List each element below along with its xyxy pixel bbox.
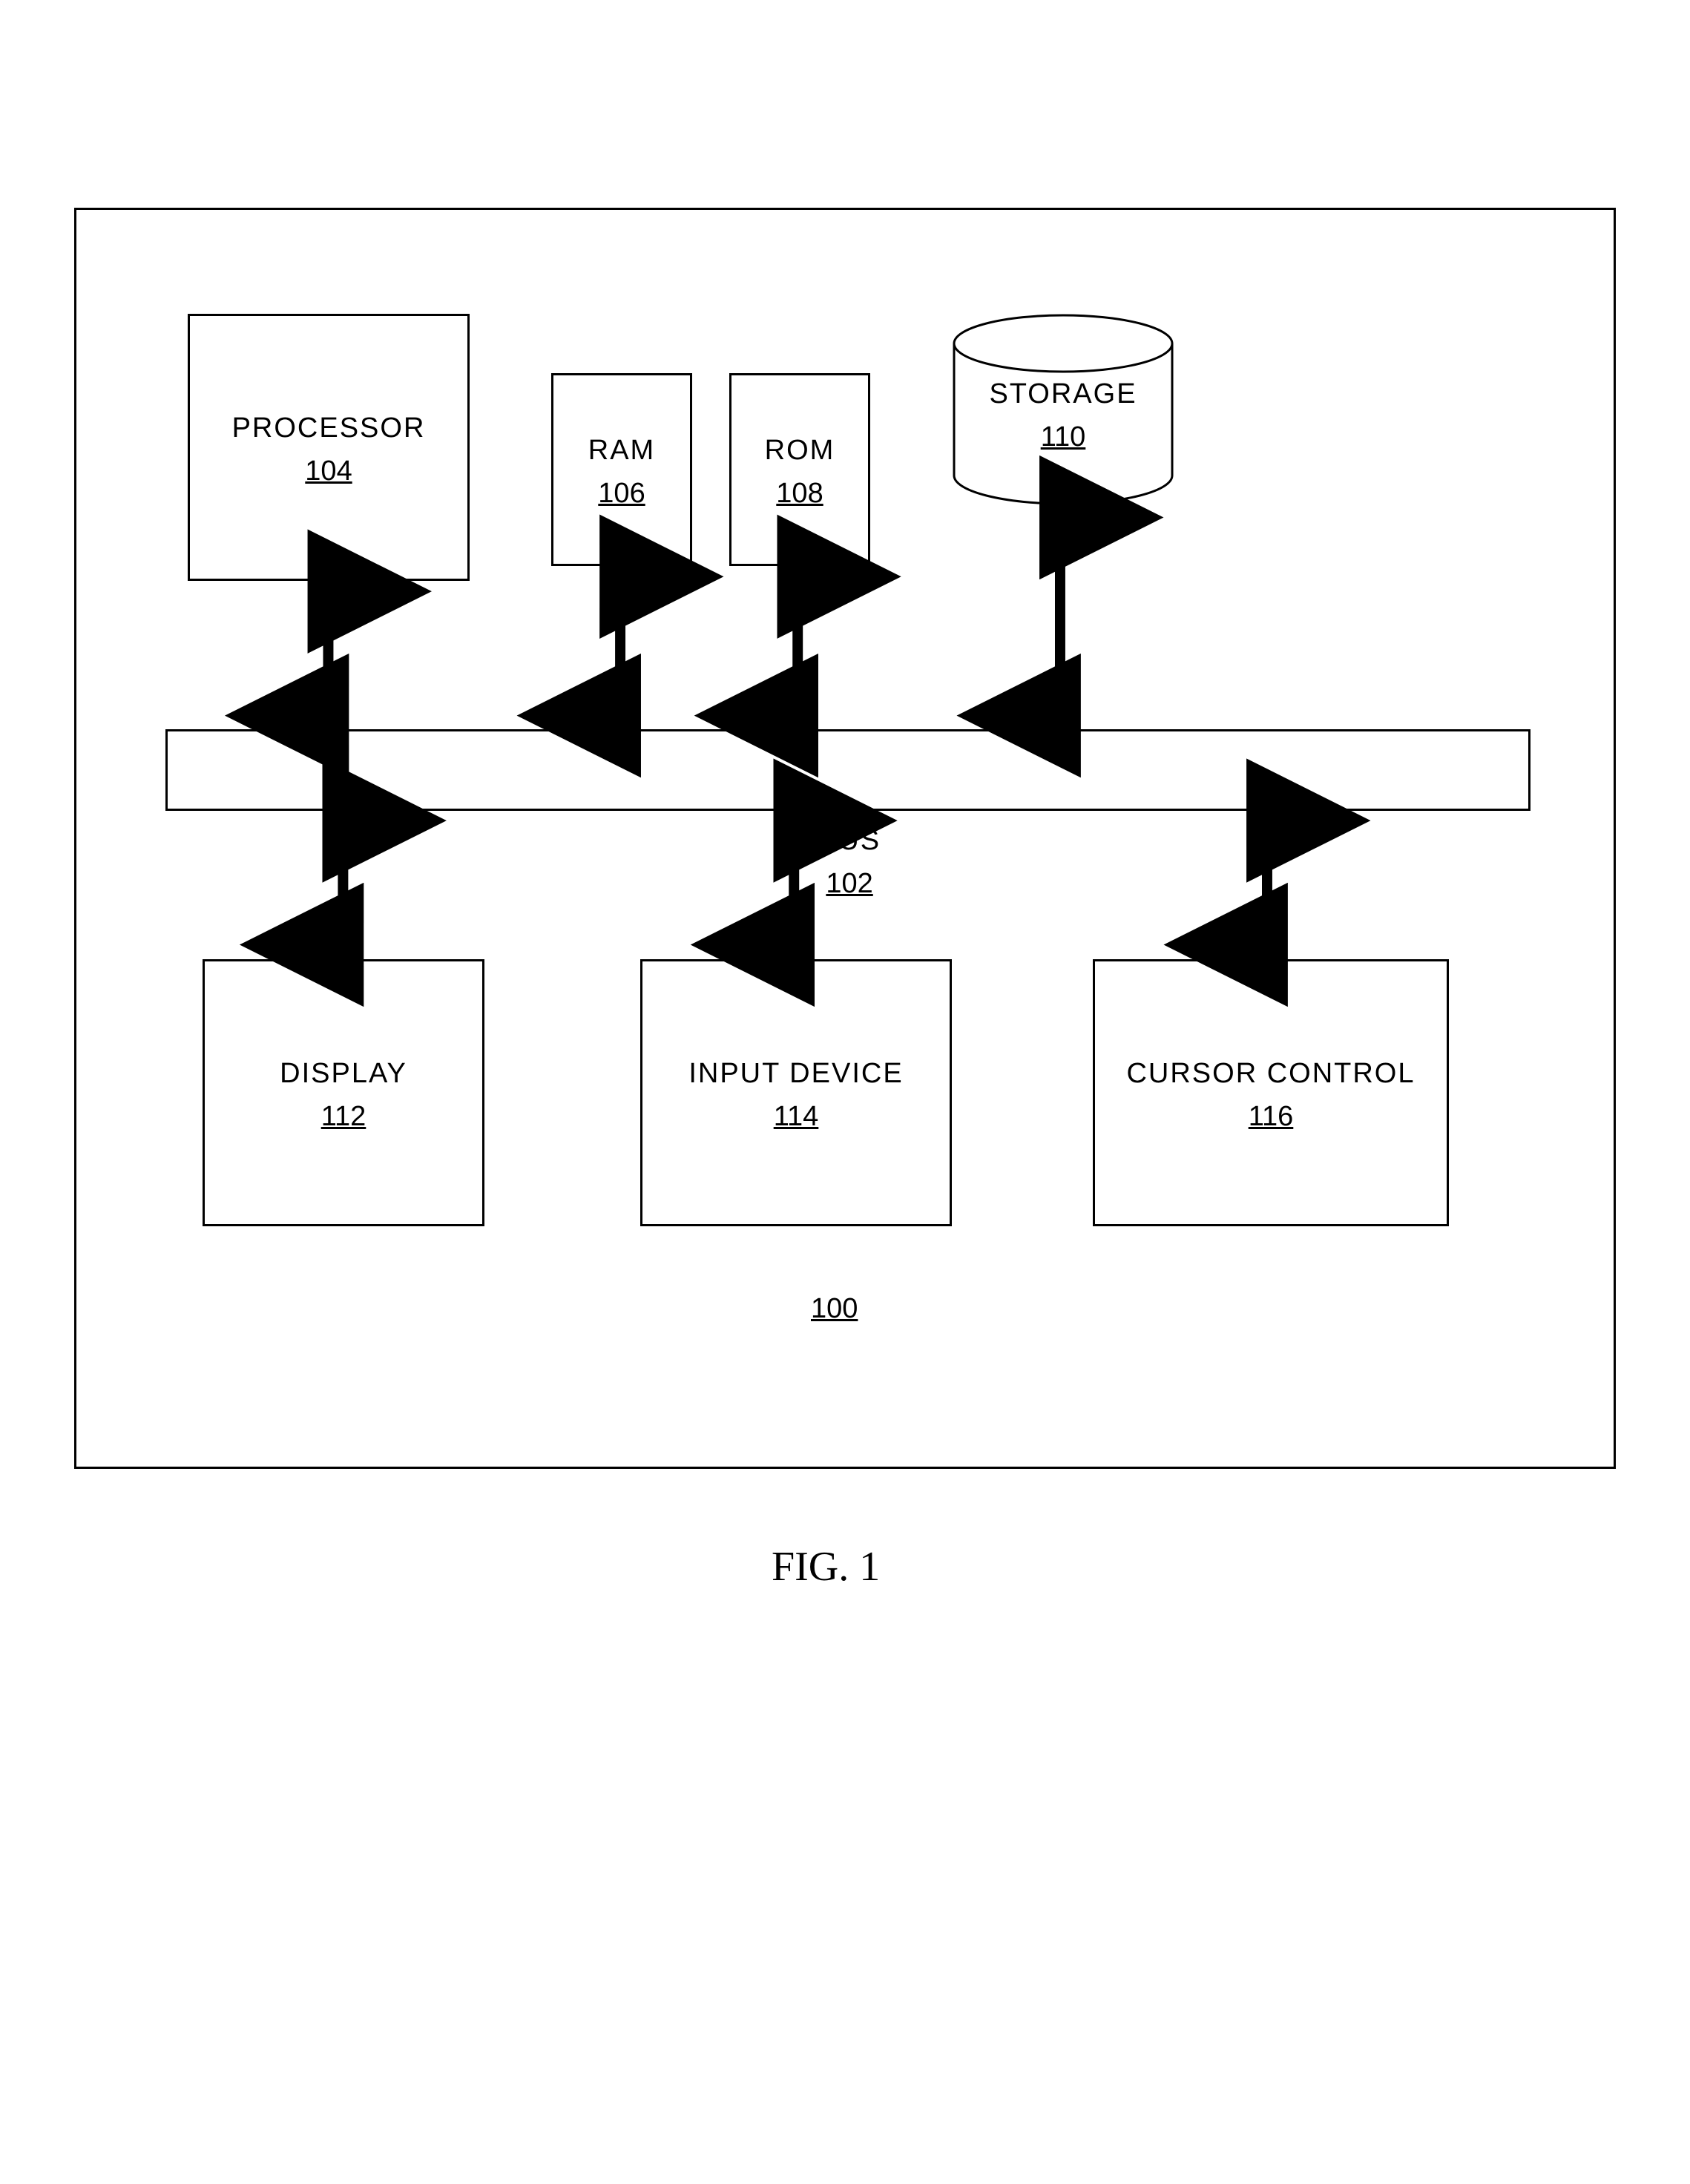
- cursor-control-num: 116: [1249, 1101, 1294, 1133]
- display-label: DISPLAY: [280, 1053, 407, 1095]
- display-block: DISPLAY 112: [203, 959, 484, 1226]
- bus-label-wrap: BUS 102: [818, 820, 881, 900]
- rom-label: ROM: [765, 430, 835, 472]
- processor-num: 104: [305, 455, 352, 487]
- system-number: 100: [811, 1293, 858, 1325]
- bus-num: 102: [818, 868, 881, 900]
- display-num: 112: [321, 1101, 366, 1133]
- input-device-label: INPUT DEVICE: [688, 1053, 903, 1095]
- diagram-frame: PROCESSOR 104 RAM 106 ROM 108 STORAGE 11…: [74, 208, 1616, 1469]
- storage-num: 110: [952, 421, 1174, 453]
- cursor-control-block: CURSOR CONTROL 116: [1093, 959, 1449, 1226]
- rom-block: ROM 108: [729, 373, 870, 566]
- input-device-num: 114: [774, 1101, 819, 1133]
- processor-label: PROCESSOR: [232, 407, 426, 450]
- ram-label: RAM: [588, 430, 655, 472]
- bus-label: BUS: [818, 820, 881, 862]
- figure-caption: FIG. 1: [772, 1543, 880, 1591]
- ram-num: 106: [598, 478, 645, 510]
- storage-text: STORAGE 110: [952, 373, 1174, 453]
- rom-num: 108: [776, 478, 823, 510]
- cursor-control-label: CURSOR CONTROL: [1126, 1053, 1415, 1095]
- input-device-block: INPUT DEVICE 114: [640, 959, 952, 1226]
- bus-block: [165, 729, 1530, 811]
- ram-block: RAM 106: [551, 373, 692, 566]
- storage-label: STORAGE: [952, 373, 1174, 415]
- processor-block: PROCESSOR 104: [188, 314, 470, 581]
